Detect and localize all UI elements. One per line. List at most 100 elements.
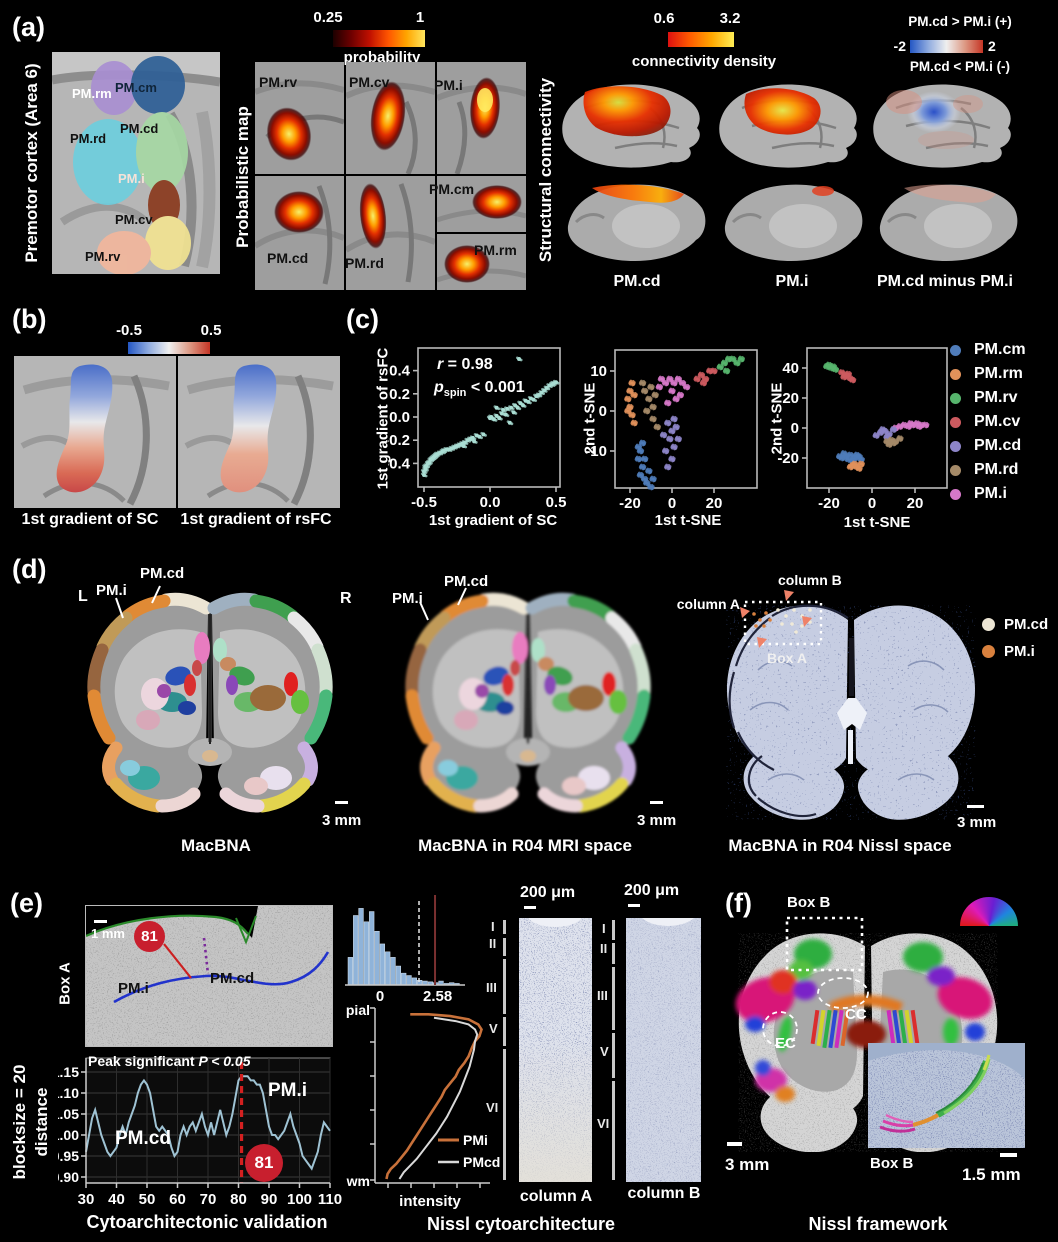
layer-b-v: V [600, 1044, 609, 1059]
b-caption-rsfc: 1st gradient of rsFC [180, 511, 332, 528]
box-a-microscopy [85, 905, 333, 1047]
prob-cell-pm-cm [437, 176, 526, 232]
svg-text:10: 10 [590, 363, 607, 380]
sc-brain-pmi-medial [724, 184, 863, 262]
legend-label: PM.cv [974, 413, 1021, 430]
d3-legend-dot-pmcd [982, 618, 995, 631]
svg-text:0: 0 [668, 495, 676, 512]
legend-item: PM.rv [950, 386, 1026, 410]
layer-bar [612, 943, 615, 964]
scatter1-ylabel: 1st gradient of rsFC [374, 347, 392, 490]
prob-colorbar [333, 30, 425, 47]
r-symbol: r [437, 356, 444, 373]
gradient-brain-rsfc [178, 356, 340, 508]
atlas-label-pm-rd: PM.rd [70, 131, 106, 146]
svg-text:0: 0 [376, 988, 384, 1005]
sc-brain-pmi-lateral [719, 84, 857, 168]
svg-text:0.2: 0.2 [389, 386, 410, 403]
svg-text:40: 40 [782, 360, 799, 377]
layer-a-ii: II [489, 936, 497, 951]
micro-scale-text: 1 mm [91, 926, 125, 941]
atlas-label-pm-cv: PM.cv [115, 212, 153, 227]
premotor-atlas-brain: PM.rm PM.cm PM.rd PM.cd PM.i PM.cv PM.rv [52, 52, 220, 274]
svg-text:0.0: 0.0 [389, 409, 410, 426]
f-scalebar-inset [1000, 1153, 1017, 1157]
region-pm-cm [131, 56, 185, 114]
panel-f-tag: (f) [725, 888, 752, 918]
svg-text:-20: -20 [818, 495, 840, 512]
svg-text:wm: wm [346, 1173, 370, 1189]
tsne-mid-ylabel: 2nd t-SNE [581, 382, 599, 455]
layer-b-i: I [602, 921, 606, 936]
b-caption-sc: 1st gradient of SC [21, 511, 159, 528]
d-right-marker: R [340, 590, 352, 607]
prob-cell-pm-i [437, 62, 526, 174]
diff-legend-pos: PM.cd > PM.i (+) [908, 14, 1012, 29]
region-pm-cd [136, 112, 188, 192]
prob-label-pm-cm: PM.cm [429, 181, 475, 197]
prob-map-side-label: Probabilistic map [233, 106, 252, 248]
svg-text:-0.2: -0.2 [388, 432, 410, 449]
layer-b-iii: III [597, 988, 608, 1003]
svg-text:-0.5: -0.5 [411, 494, 437, 511]
macbna-slice [60, 585, 360, 837]
svg-text:100: 100 [287, 1191, 312, 1208]
panel-d-tag: (d) [12, 554, 47, 584]
f-inset-label: Box B [870, 1155, 914, 1172]
distance-ylabel-blocksize: blocksize = 20 [10, 1064, 29, 1180]
layer-bar [612, 1081, 615, 1180]
layer-bar [503, 938, 506, 956]
svg-text:0.90: 0.90 [58, 1169, 79, 1185]
layer-b-vi: VI [597, 1116, 610, 1131]
laminar-intensity-plot: pial wm PMi PMcd [346, 1002, 500, 1189]
svg-text:-20: -20 [777, 450, 799, 467]
column-b-scale-text: 200 μm [624, 882, 680, 899]
f-label-ec: EC [775, 1035, 796, 1052]
sc-brain-pmcd-medial [567, 184, 706, 262]
f-scalebar-main [727, 1142, 742, 1146]
svg-text:-10: -10 [585, 443, 607, 460]
svg-text:110: 110 [318, 1191, 342, 1208]
prob-cell-pm-rd [346, 176, 435, 290]
tsne-right-xlabel: 1st t-SNE [843, 514, 911, 531]
macbna-nissl-slice [726, 590, 976, 820]
layer-bar [612, 1033, 615, 1078]
b-colorbar-max: 0.5 [200, 322, 222, 339]
svg-text:40: 40 [108, 1191, 125, 1208]
layer-b-ii: II [600, 941, 608, 956]
region-pm-rv [97, 231, 151, 274]
svg-text:30: 30 [78, 1191, 95, 1208]
scatter-sc-vs-rsfc: -0.5 0.0 0.5 0.4 0.2 0.0 -0.2 -0.4 [388, 347, 566, 511]
svg-text:0: 0 [868, 495, 876, 512]
micro-label-pmi: PM.i [118, 980, 149, 997]
f-caption: Nissl framework [808, 1214, 948, 1234]
layer-a-iii: III [486, 980, 497, 995]
intensity-histogram: 0 2.58 [345, 895, 465, 1005]
svg-text:PMi: PMi [463, 1132, 488, 1148]
legend-label: PM.rm [974, 365, 1023, 382]
atlas-label-pm-rm: PM.rm [72, 86, 112, 101]
svg-text:1.05: 1.05 [58, 1106, 79, 1122]
atlas-label-pm-cd: PM.cd [120, 121, 158, 136]
micro-label-pmcd: PM.cd [210, 970, 255, 987]
d1-scale-text: 3 mm [322, 812, 362, 829]
prob-colorbar-min: 0.25 [313, 9, 343, 26]
d3-legend-label-pmcd: PM.cd [1004, 616, 1049, 633]
legend-dot-pm-rm [950, 368, 961, 380]
prob-label-pm-i: PM.i [434, 77, 463, 93]
svg-text:70: 70 [200, 1191, 217, 1208]
box-a-side-label: Box A [56, 962, 74, 1005]
legend-item: PM.cd [950, 434, 1026, 458]
layer-bar [503, 1049, 506, 1180]
b-colorbar-min: -0.5 [116, 322, 142, 339]
scatter-tsne-mid: -20 0 20 10 0 -10 [585, 349, 758, 512]
svg-text:50: 50 [139, 1191, 156, 1208]
prob-cell-pm-rm [437, 234, 526, 290]
f-scale-inset-text: 1.5 mm [962, 1165, 1021, 1184]
f-inset-box-b [868, 1043, 1025, 1148]
distance-line-chart: 0.90 0.95 1.00 1.05 1.10 1.15 30 40 50 60 70 80 90 10… [58, 1057, 342, 1208]
sc-colorbar-title: connectivity density [631, 53, 777, 70]
panel-a-side-label: Premotor cortex (Area 6) [22, 63, 41, 263]
d-left-marker: L [78, 588, 88, 605]
svg-text:1.00: 1.00 [58, 1127, 79, 1143]
